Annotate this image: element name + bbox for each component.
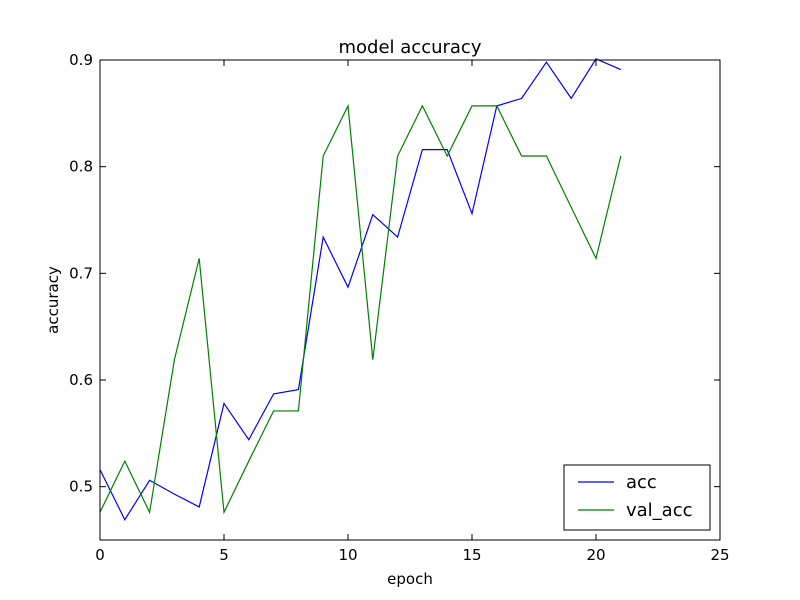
plot-frame: [99, 59, 721, 541]
chart-title: model accuracy: [339, 37, 482, 58]
x-tick-label-0: 0: [95, 546, 105, 564]
legend-label-acc: acc: [626, 472, 657, 493]
x-tick-label-5: 25: [710, 546, 729, 564]
legend-box: [563, 464, 711, 531]
y-tick-label-0: 0.5: [69, 478, 93, 496]
legend: acc val_acc: [563, 464, 711, 531]
x-tick-label-3: 15: [462, 546, 481, 564]
y-axis: 0.5 0.6 0.7 0.8 0.9: [69, 51, 720, 496]
series-lines: [99, 58, 622, 521]
series-line-val-acc: [99, 103, 622, 515]
y-tick-label-1: 0.6: [69, 371, 93, 389]
series-line-acc: [99, 58, 622, 521]
y-tick-label-3: 0.8: [69, 158, 93, 176]
x-tick-label-1: 5: [219, 546, 229, 564]
legend-label-val-acc: val_acc: [626, 500, 693, 521]
y-axis-label: accuracy: [44, 266, 62, 334]
y-tick-label-2: 0.7: [69, 264, 93, 282]
y-tick-label-4: 0.9: [69, 51, 93, 69]
x-axis-label: epoch: [387, 570, 433, 588]
x-tick-label-4: 20: [586, 546, 605, 564]
x-tick-label-2: 10: [338, 546, 357, 564]
